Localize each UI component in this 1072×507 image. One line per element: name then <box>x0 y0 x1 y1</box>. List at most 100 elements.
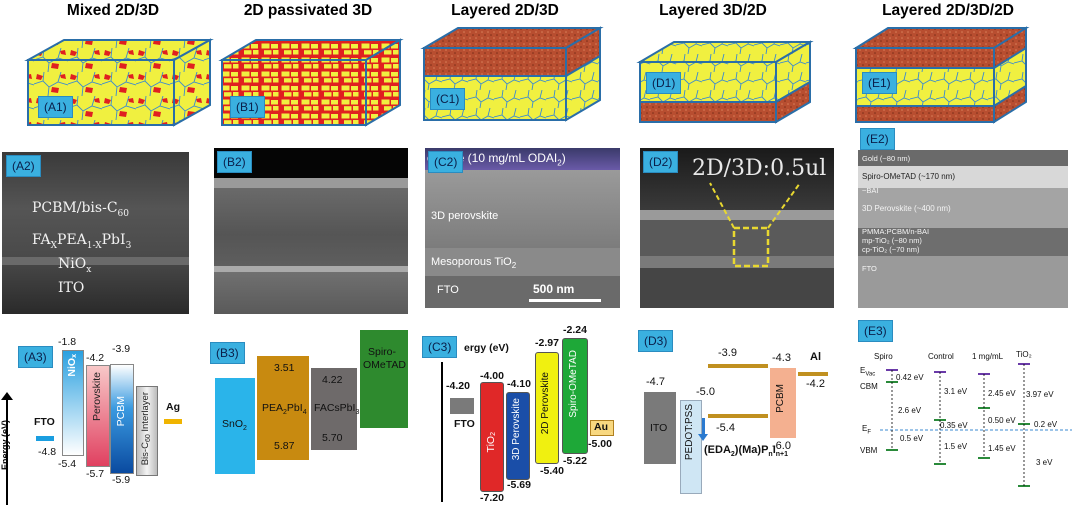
c3-axis-label: ergy (eV) <box>464 342 509 354</box>
c3-axis-line <box>441 362 443 502</box>
e3-v1: 0.42 eV <box>896 373 924 382</box>
d3-arrow-head <box>698 434 708 441</box>
e3-col-control: Control <box>928 352 954 361</box>
e3-v11: 0.2 eV <box>1034 420 1058 429</box>
c3-au-label: Au <box>594 421 608 433</box>
a3-perovskite-bottom: -5.7 <box>86 468 105 480</box>
e3-v5: 0.35 eV <box>940 421 968 430</box>
sem-e2-spiro: Spiro-OMeTAD (~170 nm) <box>862 172 955 181</box>
b3-sno2-label: SnO <box>222 418 244 430</box>
b3-facs-bar <box>311 368 357 450</box>
c3-3d-perovskite-bar <box>506 392 530 480</box>
e3-band-diagram <box>880 363 1072 487</box>
sem-a2-pcbm-label: PCBM/bis-C <box>32 200 118 216</box>
panel-label-d3: (D3) <box>638 330 674 352</box>
d3-2d-vb-level <box>708 414 768 418</box>
b3-spiro-bar <box>360 330 408 428</box>
box-layered-2d-3d <box>420 26 604 122</box>
schematic-row <box>24 26 1030 127</box>
b3-spiro-label-2: OMeTAD <box>363 359 406 371</box>
panel-label-b1: (B1) <box>230 96 265 118</box>
e3-cbm-label: CBM <box>860 382 878 391</box>
c3-spiro-top: -2.24 <box>563 324 587 336</box>
b3-pea-label: PEA <box>262 402 284 414</box>
b3-facs-label: FACsPbI <box>314 402 356 414</box>
c3-fto-bar <box>450 398 474 414</box>
e3-v9: 1.45 eV <box>988 444 1016 453</box>
zoom-indicator <box>709 182 801 268</box>
c3-au-value: -5.00 <box>588 438 612 450</box>
a3-nio-bottom: -5.4 <box>58 458 77 470</box>
d3-pcbm-label: PCBM <box>775 384 786 413</box>
d3-pedot-label: PEDOT:PSS <box>684 404 695 461</box>
sem-a2-nio-label: NiO <box>58 256 87 272</box>
e3-v8: 0.50 eV <box>988 416 1016 425</box>
box-layered-3d-2d <box>636 40 814 124</box>
a3-pcbm-bar <box>110 364 134 474</box>
a3-perovskite-top: -4.2 <box>86 352 105 364</box>
title-layered-2d-3d: Layered 2D/3D <box>451 2 559 19</box>
c3-fto-value: -4.20 <box>446 380 470 392</box>
a3-bis-c60-bar <box>136 386 158 476</box>
d3-pedot-value: -5.0 <box>696 386 715 398</box>
a3-bis-c60-label: Bis-C <box>140 442 151 466</box>
a3-fto-label: FTO <box>34 416 55 428</box>
sem-image-c2: ovskite (10 mg/mL ODAI2) 3D perovskite M… <box>425 148 620 308</box>
b3-facs-bottom: 5.70 <box>322 432 343 444</box>
e3-v2: 2.6 eV <box>898 406 922 415</box>
panel-label-a1: (A1) <box>38 96 73 118</box>
title-layered-2d-3d-2d: Layered 2D/3D/2D <box>882 2 1014 19</box>
c3-tio2-label: TiO <box>485 435 497 453</box>
sem-d2-label: 2D/3D:0.5ul <box>692 156 827 181</box>
b3-spiro-label-1: Spiro- <box>368 346 397 358</box>
d3-al-level <box>798 372 828 376</box>
e3-col-tio2: TiO₂ <box>1016 350 1032 359</box>
b3-pea-bottom: 5.87 <box>274 440 295 452</box>
d3-2d-cb-value: -3.9 <box>718 347 737 359</box>
c3-2d-perovskite-top: -2.97 <box>535 337 559 349</box>
a3-axis-label: Energy (eV) <box>0 420 10 471</box>
c3-spiro-label: Spiro-OMeTAD <box>568 350 579 418</box>
a3-nio-top: -1.8 <box>58 336 77 348</box>
a3-nio-bar <box>62 350 84 456</box>
b3-facs-top: 4.22 <box>322 374 343 386</box>
panel-label-d2: (D2) <box>643 151 679 173</box>
a3-axis-line <box>6 395 8 505</box>
sem-image-e2: Gold (~80 nm) Spiro-OMeTAD (~170 nm) ~BA… <box>858 150 1068 308</box>
sem-image-d2: 2D/3D:0.5ul <box>640 148 834 308</box>
e3-ef-label: E <box>862 424 868 433</box>
panel-label-b2: (B2) <box>217 151 252 173</box>
a3-perovskite-label: Perovskite <box>91 372 103 422</box>
sem-e2-pmma: PMMA:PCBM/n-BAI <box>862 227 930 236</box>
c3-3d-perovskite-bottom: -5.69 <box>507 479 531 491</box>
c3-2d-perovskite-bottom: -5.40 <box>540 465 564 477</box>
a3-axis-arrow <box>1 392 13 400</box>
sem-c2-3d-perovskite-label: 3D perovskite <box>431 210 499 222</box>
d3-pcbm-bottom: -6.0 <box>772 440 791 452</box>
c3-spiro-bar <box>562 338 588 454</box>
c3-spiro-bottom: -5.22 <box>563 455 587 467</box>
title-mixed-2d-3d: Mixed 2D/3D <box>66 2 160 19</box>
a3-ag-level <box>164 419 182 424</box>
e3-col-1mgml: 1 mg/mL <box>972 352 1004 361</box>
b3-sno2-bar <box>215 378 255 474</box>
e3-v4: 3.1 eV <box>944 387 968 396</box>
panel-label-d1: (D1) <box>646 72 682 94</box>
a3-ag-label: Ag <box>166 401 180 413</box>
title-2d-passivated-3d: 2D passivated 3D <box>243 2 373 19</box>
c3-tio2-top: -4.00 <box>480 370 504 382</box>
c3-fto-label: FTO <box>454 418 475 430</box>
d3-ito-bar <box>644 392 676 464</box>
panel-label-c3: (C3) <box>422 336 458 358</box>
d3-ito-value: -4.7 <box>646 376 665 388</box>
d3-ito-label: ITO <box>650 422 668 434</box>
b3-pea-top: 3.51 <box>274 362 295 374</box>
a3-fto-value: -4.8 <box>38 446 57 458</box>
d3-pcbm-top: -4.3 <box>772 352 791 364</box>
c3-tio2-bar <box>480 382 504 492</box>
panel-label-c2: (C2) <box>428 151 464 173</box>
a3-fto-level <box>36 436 54 441</box>
title-layered-3d-2d: Layered 3D/2D <box>659 2 767 19</box>
e3-v12: 3 eV <box>1036 458 1053 467</box>
d3-al-label: Al <box>810 351 821 363</box>
